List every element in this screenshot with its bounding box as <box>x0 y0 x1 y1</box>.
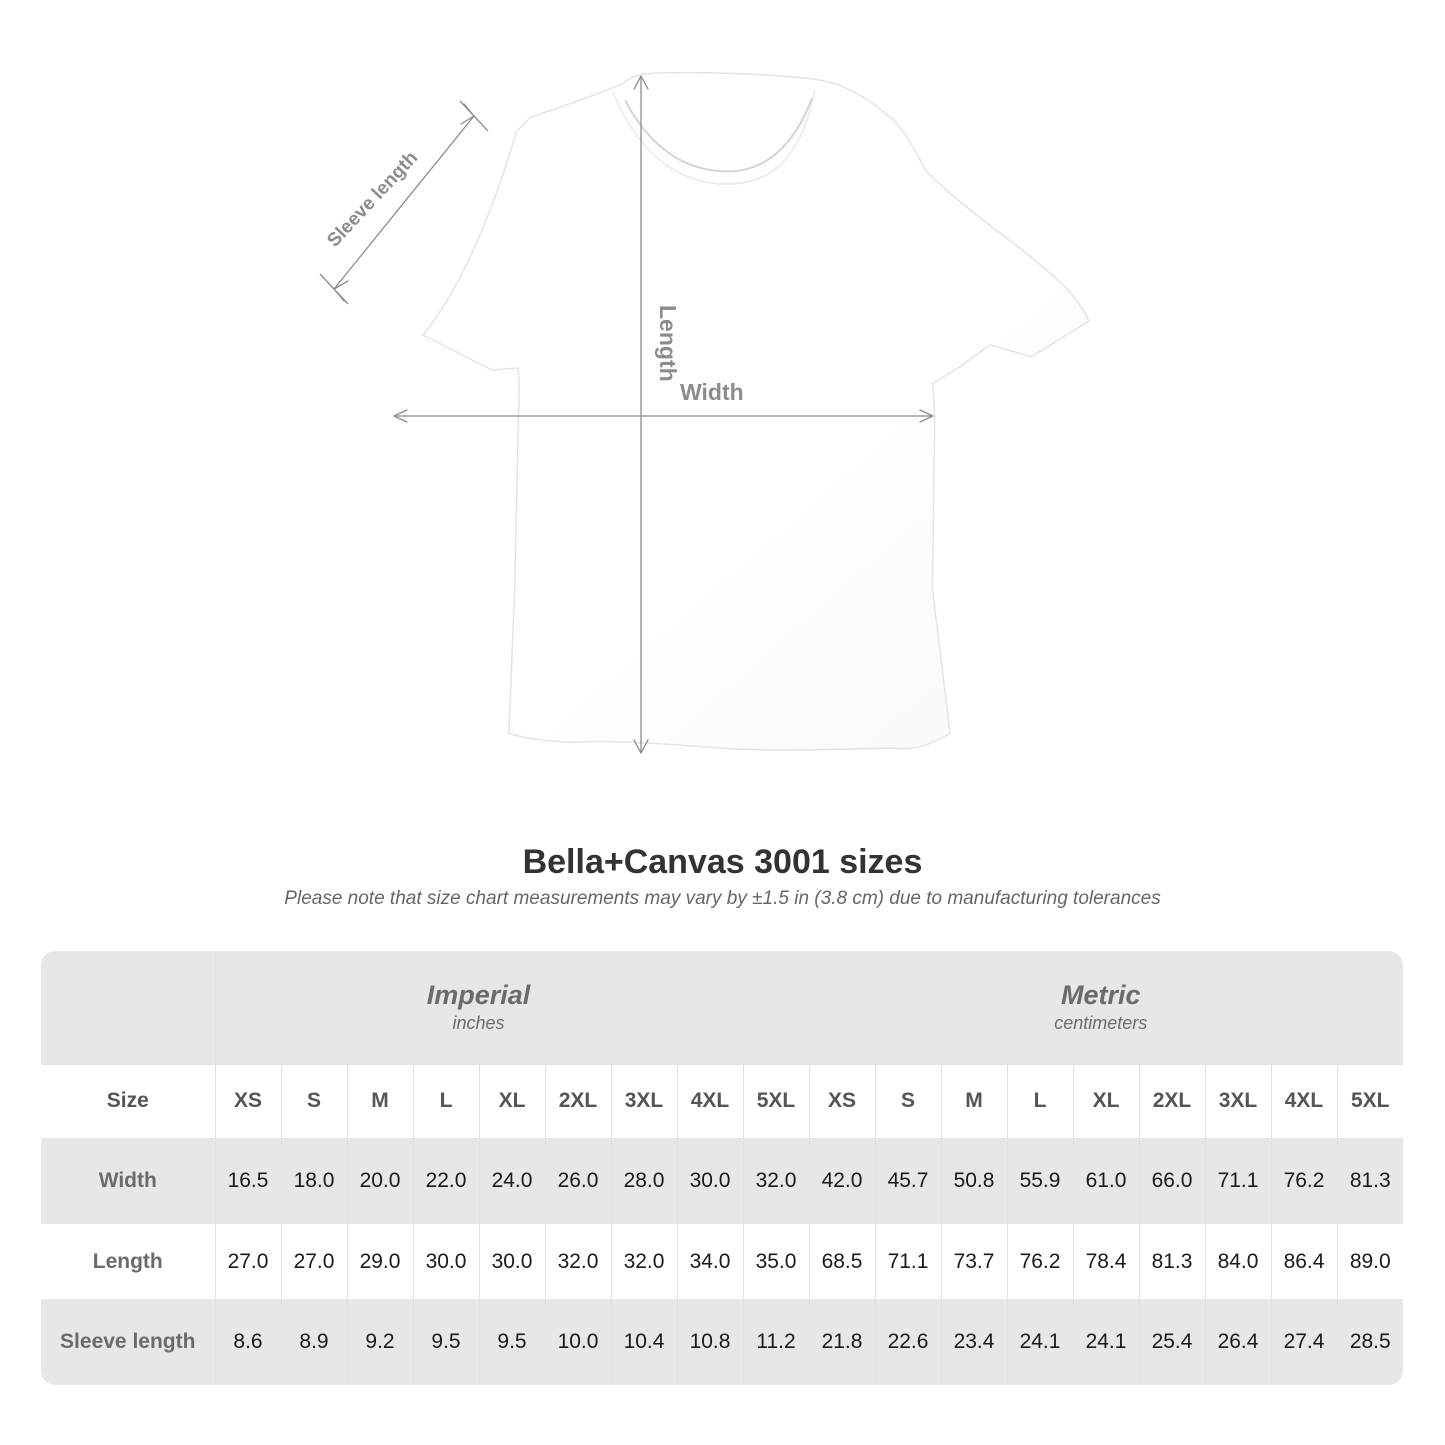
svg-text:Length: Length <box>655 305 681 382</box>
svg-text:Sleeve length: Sleeve length <box>323 147 422 251</box>
svg-text:Width: Width <box>680 379 744 405</box>
